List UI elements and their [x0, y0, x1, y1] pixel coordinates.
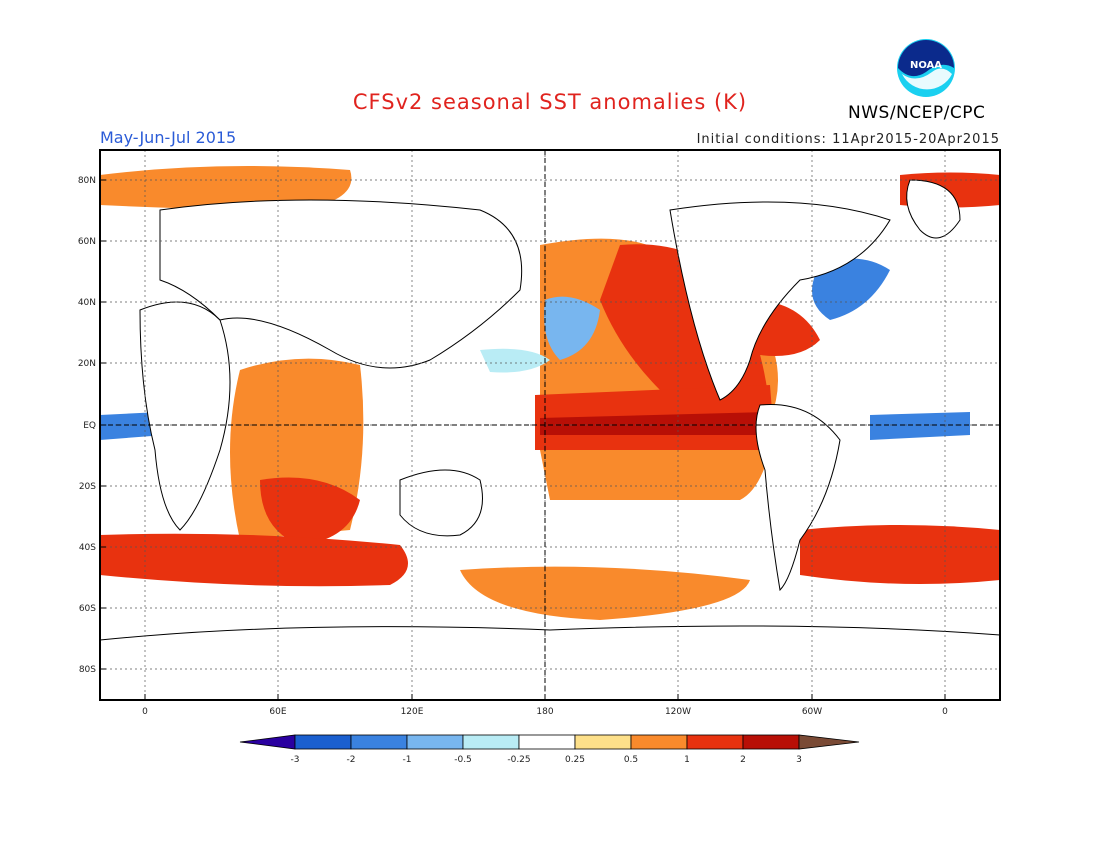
agency-label: NWS/NCEP/CPC: [848, 103, 986, 123]
colorbar-label: 3: [796, 755, 802, 765]
map-title: CFSv2 seasonal SST anomalies (K): [352, 90, 748, 114]
noaa-logo: NOAA: [897, 39, 955, 97]
initial-conditions: Initial conditions: 11Apr2015-20Apr2015: [696, 132, 1000, 147]
colorbar-swatch: [239, 734, 296, 750]
colorbar-swatch: [630, 734, 688, 750]
colorbar-label: 0.5: [624, 755, 638, 765]
lat-label: 80N: [78, 176, 96, 186]
colorbar: -3 -2 -1 -0.5 -0.25 0.25 0.5 1 2 3: [239, 734, 860, 765]
eurasia: [159, 199, 523, 369]
colorbar-swatch: [742, 734, 800, 750]
colorbar-swatch: [686, 734, 744, 750]
lon-label: 120E: [401, 707, 424, 717]
colorbar-label: 2: [740, 755, 746, 765]
colorbar-label: 0.25: [565, 755, 585, 765]
longitude-labels: 0 60E 120E 180 120W 60W 0: [142, 694, 948, 717]
lon-label: 120W: [665, 707, 691, 717]
lon-label: 180: [536, 707, 553, 717]
colorbar-swatch: [798, 734, 860, 750]
sst-anomaly-map: 80N 60N 40N 20N EQ 20S 40S 60S 80S 0 60E 120E 180 12…: [78, 149, 1001, 717]
colorbar-label: -0.25: [507, 755, 530, 765]
lon-label: 0: [142, 707, 148, 717]
lat-label: 20N: [78, 359, 96, 369]
continent-outlines: [99, 179, 1001, 701]
lat-label: 40S: [79, 543, 96, 553]
colorbar-label: -3: [291, 755, 300, 765]
colorbar-label: -1: [403, 755, 412, 765]
colorbar-label: 1: [684, 755, 690, 765]
colorbar-swatch: [350, 734, 408, 750]
latitude-labels: 80N 60N 40N 20N EQ 20S 40S 60S 80S: [78, 176, 106, 675]
svg-text:NOAA: NOAA: [910, 60, 942, 71]
lat-label: EQ: [83, 421, 96, 431]
australia: [399, 469, 483, 537]
lon-label: 60E: [269, 707, 286, 717]
antarctica: [99, 625, 1001, 701]
colorbar-swatch: [462, 734, 520, 750]
colorbar-label: -0.5: [454, 755, 472, 765]
lat-label: 60N: [78, 237, 96, 247]
colorbar-swatch: [518, 734, 576, 750]
lon-label: 0: [942, 707, 948, 717]
lon-label: 60W: [802, 707, 822, 717]
colorbar-swatch: [294, 734, 352, 750]
lat-label: 40N: [78, 298, 96, 308]
lat-label: 80S: [79, 665, 96, 675]
colorbar-label: -2: [347, 755, 356, 765]
forecast-period: May-Jun-Jul 2015: [100, 128, 237, 147]
south-america: [755, 403, 841, 592]
north-america: [669, 201, 891, 401]
lat-label: 60S: [79, 604, 96, 614]
lat-label: 20S: [79, 482, 96, 492]
colorbar-swatch: [406, 734, 464, 750]
colorbar-swatch: [574, 734, 632, 750]
